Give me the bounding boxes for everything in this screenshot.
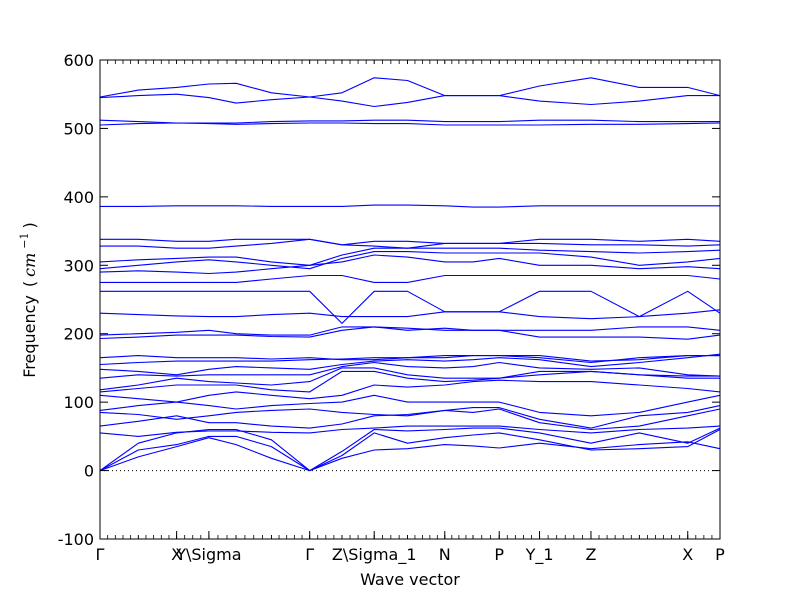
band-line-14 (99, 355, 720, 364)
band-line-8 (99, 379, 721, 403)
x-path-label: Y_1 (525, 545, 554, 565)
band-line-15 (99, 326, 721, 340)
band-line-24 (100, 238, 721, 246)
x-path-label: Z\Sigma_1 (332, 545, 417, 565)
x-axis-label: Wave vector (360, 570, 460, 589)
y-axis-label: Frequency ( cm −1 ) (15, 222, 39, 378)
minor-ticks (99, 60, 721, 539)
band-line-17 (99, 309, 721, 320)
x-path-label: X (171, 545, 182, 564)
y-axis-label-close: ) (20, 222, 39, 228)
y-tick-label: 500 (63, 119, 94, 138)
band-line-13 (99, 355, 720, 366)
y-tick-label: -100 (58, 530, 94, 549)
x-path-label: Y\Sigma (175, 545, 241, 564)
y-tick-label: 200 (63, 325, 94, 344)
band-line-11 (99, 361, 721, 379)
plot-frame (99, 59, 721, 540)
band-line-10 (99, 367, 720, 391)
y-tick-label: 400 (63, 188, 94, 207)
y-tick-label: 100 (63, 393, 94, 412)
y-axis-label-sup: −1 (18, 232, 31, 248)
x-path-label: P (494, 545, 504, 564)
x-path-label: Z (585, 545, 596, 564)
band-line-18 (100, 290, 721, 324)
band-line-28 (99, 93, 720, 108)
y-axis-label-open: ( (20, 281, 39, 287)
band-line-19 (100, 274, 721, 283)
x-path-label: Γ (305, 545, 314, 564)
band-line-2 (99, 429, 721, 472)
band-line-22 (99, 247, 721, 266)
x-path-label: P (715, 545, 725, 564)
plot-lines (99, 77, 721, 472)
band-line-3 (99, 427, 721, 472)
band-line-16 (99, 326, 721, 336)
x-path-label: Γ (96, 545, 105, 564)
band-line-7 (99, 394, 721, 417)
y-tick-label: 0 (84, 462, 94, 481)
band-line-20 (99, 254, 721, 275)
band-line-1 (99, 437, 721, 472)
x-path-label: N (439, 545, 451, 564)
y-tick-label: 300 (63, 256, 94, 275)
y-tick-label: 600 (63, 51, 94, 70)
x-axis: Γ XY\Sigma Γ Z\Sigma_1 N P Y_1 Z X P (96, 531, 725, 565)
band-line-12 (99, 353, 721, 376)
y-axis-label-text: Frequency (20, 295, 39, 378)
y-axis: -100 0 100 200 300 400 500 600 (58, 51, 720, 549)
band-line-4 (99, 425, 721, 437)
band-line-21 (99, 251, 721, 270)
band-line-29 (99, 77, 721, 98)
band-line-23 (100, 238, 721, 249)
x-path-label: X (682, 545, 693, 564)
y-axis-label-unit: cm (20, 253, 39, 277)
band-line-25 (100, 204, 720, 208)
band-line-27 (99, 119, 720, 124)
band-line-6 (99, 405, 721, 429)
